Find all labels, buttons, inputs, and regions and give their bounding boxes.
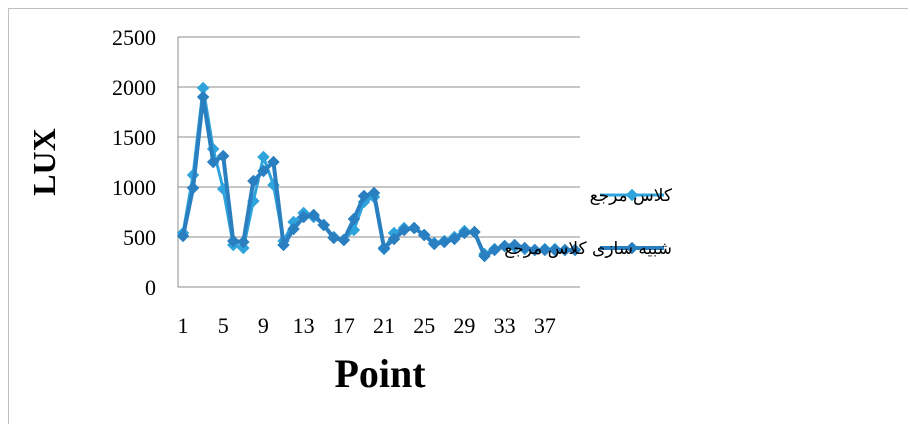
axes [177, 37, 580, 288]
series-2-point-22 [387, 232, 401, 246]
x-axis-title: Point [334, 351, 426, 396]
x-tick-label-1: 1 [178, 313, 189, 338]
y-axis-title: LUX [26, 128, 62, 196]
legend-label-2: شبیه سازی کلاس مرجع [504, 239, 672, 259]
series-2-point-31 [478, 249, 491, 263]
series-2-point-39 [558, 243, 572, 257]
x-tick-label-33: 33 [494, 313, 516, 338]
legend-entry-2: شبیه سازی کلاس مرجع [504, 239, 672, 259]
x-tick-label-29: 29 [453, 313, 475, 338]
series-lines [176, 81, 582, 263]
legend-entry-1: کلاس مرجع [590, 186, 673, 206]
series-2-point-10 [267, 155, 280, 169]
series-2-point-15 [317, 218, 331, 232]
series-2-point-18 [347, 212, 361, 226]
y-tick-label-1500: 1500 [112, 125, 156, 150]
series-2-point-27 [437, 235, 451, 249]
legend: کلاس مرجع شبیه سازی کلاس مرجع [504, 186, 673, 259]
x-tick-label-37: 37 [534, 313, 556, 338]
y-tick-label-1000: 1000 [112, 175, 156, 200]
series-2-point-21 [377, 241, 391, 255]
y-tick-labels: 0 500 1000 1500 2000 2500 [112, 25, 156, 300]
series-2-point-14 [307, 208, 321, 222]
series-2-point-2 [186, 181, 200, 195]
chart-frame [8, 8, 908, 424]
x-tick-label-21: 21 [373, 313, 395, 338]
series-2-point-32 [488, 243, 501, 257]
series-2-point-17 [337, 233, 351, 247]
series-2-point-38 [548, 243, 562, 257]
series-2-line [181, 95, 575, 258]
series-2-point-35 [518, 241, 532, 255]
series-2-point-1 [176, 229, 190, 243]
series-1 [176, 81, 582, 261]
series-2-point-29 [458, 226, 471, 240]
series-2-point-40 [568, 243, 582, 257]
series-2-point-6 [226, 234, 240, 248]
x-tick-label-5: 5 [218, 313, 229, 338]
series-2-point-11 [277, 238, 290, 252]
series-2-point-3 [196, 90, 210, 104]
series-2-point-36 [528, 243, 542, 257]
series-2-point-12 [287, 222, 300, 236]
series-2-point-24 [407, 221, 421, 235]
series-2-point-34 [508, 238, 522, 252]
x-tick-label-17: 17 [333, 313, 355, 338]
legend-label-1: کلاس مرجع [590, 186, 673, 206]
x-tick-label-25: 25 [413, 313, 435, 338]
y-tick-label-0: 0 [145, 275, 156, 300]
x-tick-label-13: 13 [293, 313, 315, 338]
y-tick-label-2500: 2500 [112, 25, 156, 50]
series-2-point-9 [257, 164, 270, 178]
series-2-point-8 [247, 174, 260, 188]
series-2-point-4 [206, 155, 220, 169]
series-2 [176, 90, 582, 263]
legend-swatch-marker-1 [625, 188, 639, 202]
series-2-point-20 [367, 186, 381, 200]
series-2-point-5 [216, 149, 230, 163]
series-2-point-25 [417, 228, 431, 242]
series-2-point-30 [468, 225, 481, 239]
x-tick-label-9: 9 [258, 313, 269, 338]
series-2-point-19 [357, 189, 371, 203]
y-tick-label-500: 500 [123, 225, 156, 250]
series-2-point-7 [236, 235, 250, 249]
series-1-point-9 [257, 150, 270, 164]
y-tick-label-2000: 2000 [112, 75, 156, 100]
series-2-point-28 [448, 232, 461, 246]
x-tick-labels: 1 5 9 13 17 21 25 29 33 37 [178, 313, 556, 338]
series-2-point-37 [538, 243, 552, 257]
series-2-point-33 [498, 239, 511, 253]
legend-swatch-marker-2 [625, 241, 639, 255]
series-2-point-16 [327, 231, 341, 245]
